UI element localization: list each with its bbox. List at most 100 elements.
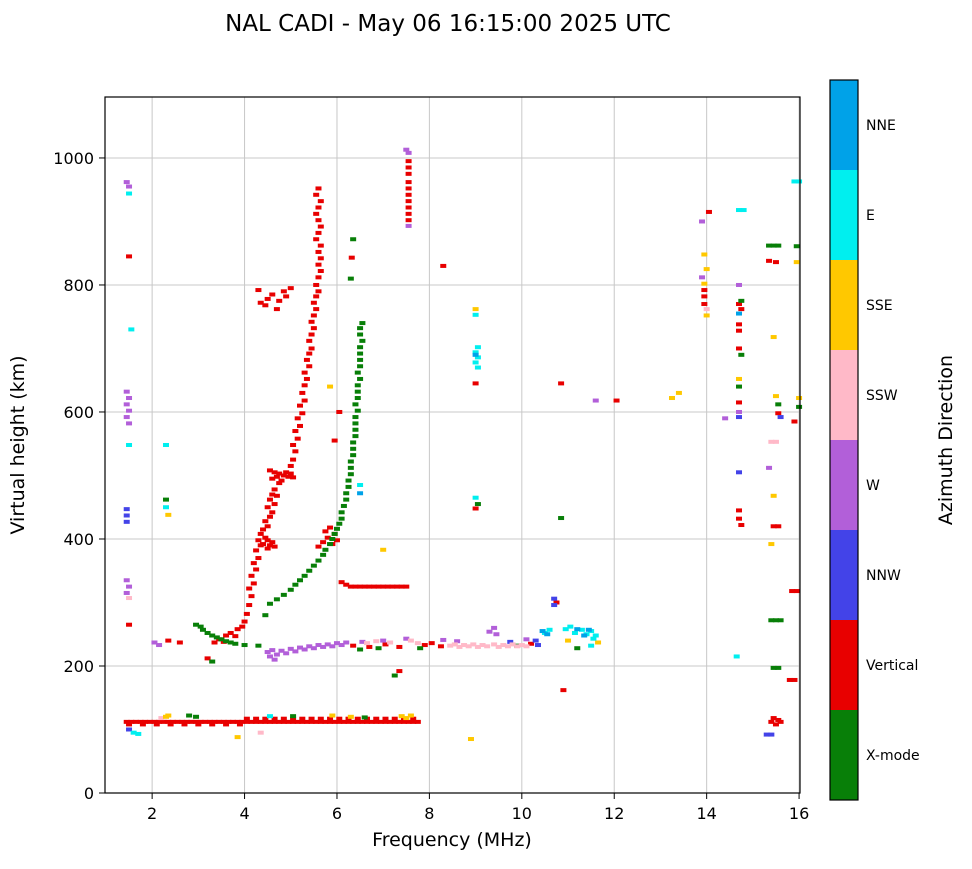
data-point xyxy=(333,538,340,543)
data-point xyxy=(262,716,269,721)
data-point xyxy=(243,611,250,616)
data-point xyxy=(375,646,382,651)
data-point xyxy=(359,338,366,343)
data-point xyxy=(315,289,322,294)
x-tick-label: 14 xyxy=(696,804,716,823)
data-point xyxy=(467,737,474,742)
data-point xyxy=(345,478,352,483)
data-point xyxy=(151,719,158,724)
data-point xyxy=(359,639,366,644)
data-point xyxy=(301,647,308,652)
data-point xyxy=(336,719,343,724)
data-point xyxy=(310,300,317,305)
data-point xyxy=(775,411,782,416)
data-point xyxy=(588,643,595,648)
data-point xyxy=(188,719,195,724)
data-point xyxy=(703,307,710,312)
data-point xyxy=(370,584,377,589)
data-point xyxy=(338,516,345,521)
data-point xyxy=(299,411,306,416)
data-point xyxy=(472,350,479,355)
data-point xyxy=(253,548,260,553)
data-point xyxy=(440,263,447,268)
data-point xyxy=(278,478,285,483)
data-point xyxy=(308,719,315,724)
data-point xyxy=(350,643,357,648)
data-point xyxy=(796,179,803,184)
data-point xyxy=(317,719,324,724)
data-point xyxy=(736,376,743,381)
data-point xyxy=(299,716,306,721)
data-point xyxy=(331,531,338,536)
data-point xyxy=(266,497,273,502)
data-point xyxy=(255,538,262,543)
data-point xyxy=(287,463,294,468)
data-point xyxy=(248,573,255,578)
data-point xyxy=(440,637,447,642)
data-point xyxy=(777,618,784,623)
data-point xyxy=(204,630,211,635)
data-point xyxy=(595,640,602,645)
data-point xyxy=(373,719,380,724)
data-point xyxy=(740,208,747,213)
data-point xyxy=(354,370,361,375)
data-point xyxy=(262,613,269,618)
colorbar-segment-e xyxy=(830,170,858,260)
data-point xyxy=(391,716,398,721)
data-point xyxy=(766,465,773,470)
data-point xyxy=(340,719,347,724)
data-point xyxy=(123,590,130,595)
data-point xyxy=(320,552,327,557)
data-point xyxy=(315,230,322,235)
data-point xyxy=(768,732,775,737)
data-point xyxy=(532,638,539,643)
data-point xyxy=(331,438,338,443)
data-point xyxy=(264,546,271,551)
data-point xyxy=(266,514,273,519)
data-point xyxy=(320,644,327,649)
data-point xyxy=(405,223,412,228)
data-point xyxy=(292,649,299,654)
data-point xyxy=(126,408,133,413)
data-point xyxy=(352,427,359,432)
data-point xyxy=(294,719,301,724)
data-point xyxy=(269,292,276,297)
data-point xyxy=(350,719,357,724)
data-point xyxy=(486,629,493,634)
data-point xyxy=(539,629,546,634)
data-point xyxy=(368,719,375,724)
data-point xyxy=(495,644,502,649)
data-point xyxy=(518,643,525,648)
data-point xyxy=(560,688,567,693)
data-point xyxy=(736,208,743,213)
data-point xyxy=(348,255,355,260)
data-point xyxy=(315,218,322,223)
data-point xyxy=(357,364,364,369)
data-point xyxy=(315,249,322,254)
data-point xyxy=(303,376,310,381)
data-point xyxy=(447,643,454,648)
data-point xyxy=(123,513,130,518)
data-point xyxy=(299,390,306,395)
data-point xyxy=(405,205,412,210)
data-point xyxy=(366,584,373,589)
data-point xyxy=(770,243,777,248)
data-point xyxy=(271,544,278,549)
data-point xyxy=(565,638,572,643)
data-point xyxy=(775,243,782,248)
data-point xyxy=(297,578,304,583)
data-point xyxy=(357,357,364,362)
data-point xyxy=(123,519,130,524)
data-point xyxy=(352,415,359,420)
data-point xyxy=(504,644,511,649)
data-point xyxy=(290,714,297,719)
data-point xyxy=(592,398,599,403)
data-point xyxy=(223,722,230,727)
data-point xyxy=(345,719,352,724)
data-point xyxy=(581,633,588,638)
data-point xyxy=(701,288,708,293)
data-point xyxy=(327,384,334,389)
data-point xyxy=(357,332,364,337)
data-point xyxy=(165,719,172,724)
data-point xyxy=(255,288,262,293)
